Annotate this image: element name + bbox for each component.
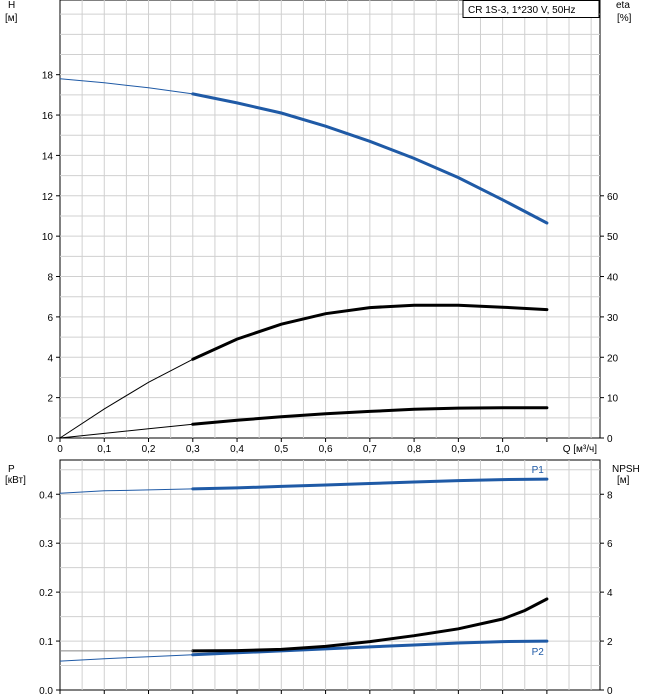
right-axis-tick-label: 0 bbox=[607, 686, 613, 697]
series-line-thin-1-3 bbox=[59, 423, 193, 439]
left-axis-tick-label: 8 bbox=[47, 273, 53, 284]
right-axis-unit: [м] bbox=[617, 475, 630, 486]
left-axis-tick-label: 0.1 bbox=[39, 637, 53, 648]
series-line-bold-1-2 bbox=[191, 303, 549, 361]
legend-box bbox=[462, 0, 600, 18]
x-axis-tick-label: 0,1 bbox=[97, 444, 111, 455]
right-axis-tick-label: 0 bbox=[607, 434, 613, 445]
left-axis-tick-label: 2 bbox=[47, 394, 53, 405]
left-axis-tick-label: 12 bbox=[42, 192, 54, 203]
right-axis-tick-label: 2 bbox=[607, 637, 613, 648]
plot-panel-1 bbox=[56, 0, 604, 442]
legend-text: CR 1S-3, 1*230 V, 50Hz bbox=[468, 5, 575, 16]
left-axis-unit: [кВт] bbox=[5, 475, 26, 486]
x-axis-label: Q [м³/ч] bbox=[563, 444, 598, 455]
series-line-bold-1-1 bbox=[191, 92, 549, 225]
series-line-bold-2-2 bbox=[191, 639, 549, 657]
left-axis-tick-label: 10 bbox=[42, 232, 54, 243]
left-axis-tick-label: 0.0 bbox=[39, 686, 53, 697]
left-axis-tick-label: 16 bbox=[42, 111, 54, 122]
right-axis-tick-label: 8 bbox=[607, 490, 613, 501]
left-axis-tick-label: 0.3 bbox=[39, 539, 53, 550]
series-line-bold-1-3 bbox=[191, 406, 549, 426]
right-axis-tick-label: 40 bbox=[607, 273, 619, 284]
x-axis-tick-label: 0,9 bbox=[451, 444, 465, 455]
series-line-thin-2-2 bbox=[59, 654, 193, 662]
x-axis-tick-label: 0,3 bbox=[186, 444, 200, 455]
series-label-p1: P1 bbox=[532, 465, 545, 476]
right-axis-unit: [%] bbox=[617, 13, 632, 24]
series-line-bold-2-1 bbox=[191, 477, 549, 491]
right-axis-title: eta bbox=[616, 0, 630, 11]
right-axis-tick-label: 10 bbox=[607, 394, 619, 405]
right-axis-title: NPSH bbox=[612, 464, 640, 475]
series-line-thin-2-1 bbox=[59, 488, 193, 494]
x-axis-tick-label: 1,0 bbox=[496, 444, 510, 455]
x-axis-tick-label: 0,5 bbox=[274, 444, 288, 455]
x-axis-tick-label: 0,7 bbox=[363, 444, 377, 455]
x-axis-tick-label: 0,2 bbox=[142, 444, 156, 455]
left-axis-tick-label: 6 bbox=[47, 313, 53, 324]
left-axis-title: P bbox=[8, 464, 15, 475]
x-axis-tick-label: 0,6 bbox=[319, 444, 333, 455]
left-axis-unit: [м] bbox=[5, 13, 18, 24]
right-axis-tick-label: 60 bbox=[607, 192, 619, 203]
right-axis-tick-label: 6 bbox=[607, 539, 613, 550]
right-axis-tick-label: 30 bbox=[607, 313, 619, 324]
x-axis-tick-label: 0,8 bbox=[407, 444, 421, 455]
x-axis-tick-label: 0 bbox=[57, 444, 63, 455]
plot-area bbox=[59, 459, 601, 691]
left-axis-tick-label: 14 bbox=[42, 151, 54, 162]
series-line-thin-1-2 bbox=[59, 358, 194, 439]
left-axis-tick-label: 0 bbox=[47, 434, 53, 445]
plot-panel-2 bbox=[56, 459, 604, 694]
right-axis-tick-label: 4 bbox=[607, 588, 613, 599]
series-label-p2: P2 bbox=[532, 647, 545, 658]
left-axis-tick-label: 18 bbox=[42, 71, 54, 82]
right-axis-tick-label: 20 bbox=[607, 353, 619, 364]
right-axis-tick-label: 50 bbox=[607, 232, 619, 243]
left-axis-tick-label: 4 bbox=[47, 353, 53, 364]
x-axis-tick-label: 0,4 bbox=[230, 444, 244, 455]
series-line-thin-1-1 bbox=[59, 78, 193, 95]
left-axis-title: H bbox=[8, 0, 15, 11]
left-axis-tick-label: 0.2 bbox=[39, 588, 53, 599]
plot-area bbox=[59, 0, 601, 439]
series-line-bold-2-3 bbox=[191, 597, 549, 653]
left-axis-tick-label: 0.4 bbox=[39, 490, 53, 501]
